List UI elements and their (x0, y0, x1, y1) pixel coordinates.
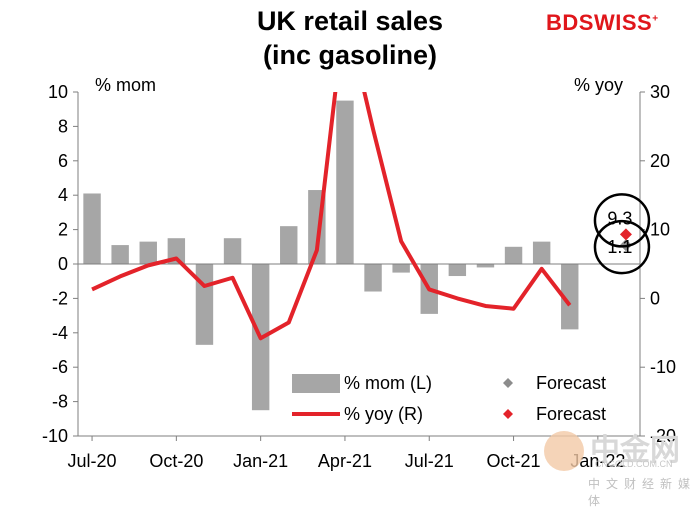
watermark-en: CNGOLD.COM.CN (595, 459, 673, 469)
left-tick-label: 4 (58, 185, 68, 205)
bdswiss-logo: BDSWISS+ (546, 10, 659, 36)
logo-swiss: SWISS (578, 10, 653, 35)
bar-mom (532, 241, 551, 264)
forecast-circle (593, 219, 651, 275)
legend-line-label: % yoy (R) (344, 404, 423, 424)
left-axis-unit: % mom (95, 75, 157, 95)
bar-mom (364, 264, 382, 292)
bar-mom (223, 238, 242, 264)
left-tick-label: -4 (52, 323, 68, 343)
x-tick-label: Jan-21 (233, 451, 288, 471)
legend-forecast-mom-label: Forecast (536, 373, 606, 393)
x-tick-label: Jul-20 (68, 451, 117, 471)
right-tick-label: 20 (650, 151, 670, 171)
left-tick-label: -8 (52, 392, 68, 412)
left-tick-label: 2 (58, 220, 68, 240)
left-tick-label: -10 (42, 426, 68, 446)
forecast-circle (593, 193, 651, 248)
left-tick-label: 10 (48, 82, 68, 102)
bar-mom (476, 264, 495, 268)
bar-mom (280, 226, 298, 264)
bar-mom (195, 264, 214, 345)
right-tick-label: -20 (650, 426, 676, 446)
right-tick-label: -10 (650, 357, 676, 377)
left-tick-label: 0 (58, 254, 68, 274)
bar-mom (336, 100, 354, 264)
legend-bar-swatch (292, 374, 340, 393)
legend-bar-label: % mom (L) (344, 373, 432, 393)
x-tick-label: Jul-21 (405, 451, 454, 471)
right-tick-label: 30 (650, 82, 670, 102)
x-tick-label: Jan-22 (570, 451, 625, 471)
bar-mom (83, 193, 101, 264)
left-tick-label: -2 (52, 288, 68, 308)
line-yoy (91, 92, 572, 341)
bar-mom (504, 246, 523, 264)
watermark-cn: 中金网 (590, 433, 680, 468)
left-tick-label: 6 (58, 151, 68, 171)
forecast-marker (619, 228, 632, 241)
logo-bd: BD (546, 10, 579, 35)
chart-title-line-2: (inc gasoline) (262, 40, 438, 70)
bar-mom (448, 264, 467, 277)
watermark: 中金网 CNGOLD.COM.CN 中文财经新媒体 (540, 425, 700, 508)
x-tick-label: Oct-20 (149, 451, 203, 471)
forecast-label: 9.3 (607, 208, 632, 228)
left-tick-label: 8 (58, 116, 68, 136)
right-tick-label: 0 (650, 288, 660, 308)
bar-mom (139, 241, 157, 264)
watermark-sub: 中文财经新媒体 (588, 477, 697, 508)
left-tick-label: -6 (52, 357, 68, 377)
bar-mom (392, 264, 410, 273)
bar-mom (111, 245, 129, 264)
x-tick-label: Oct-21 (487, 451, 541, 471)
right-tick-label: 10 (650, 220, 670, 240)
chart-title-line-1: UK retail sales (256, 6, 444, 36)
x-tick-label: Apr-21 (318, 451, 372, 471)
legend-forecast-yoy-swatch (503, 409, 513, 419)
chart-title: UK retail sales (inc gasoline) (0, 4, 700, 72)
watermark-icon (544, 431, 584, 471)
right-axis-unit: % yoy (574, 75, 624, 95)
legend-forecast-mom-swatch (503, 378, 513, 388)
logo-plus: + (652, 13, 659, 25)
bar-mom (561, 264, 579, 330)
legend-forecast-yoy-label: Forecast (536, 404, 606, 424)
